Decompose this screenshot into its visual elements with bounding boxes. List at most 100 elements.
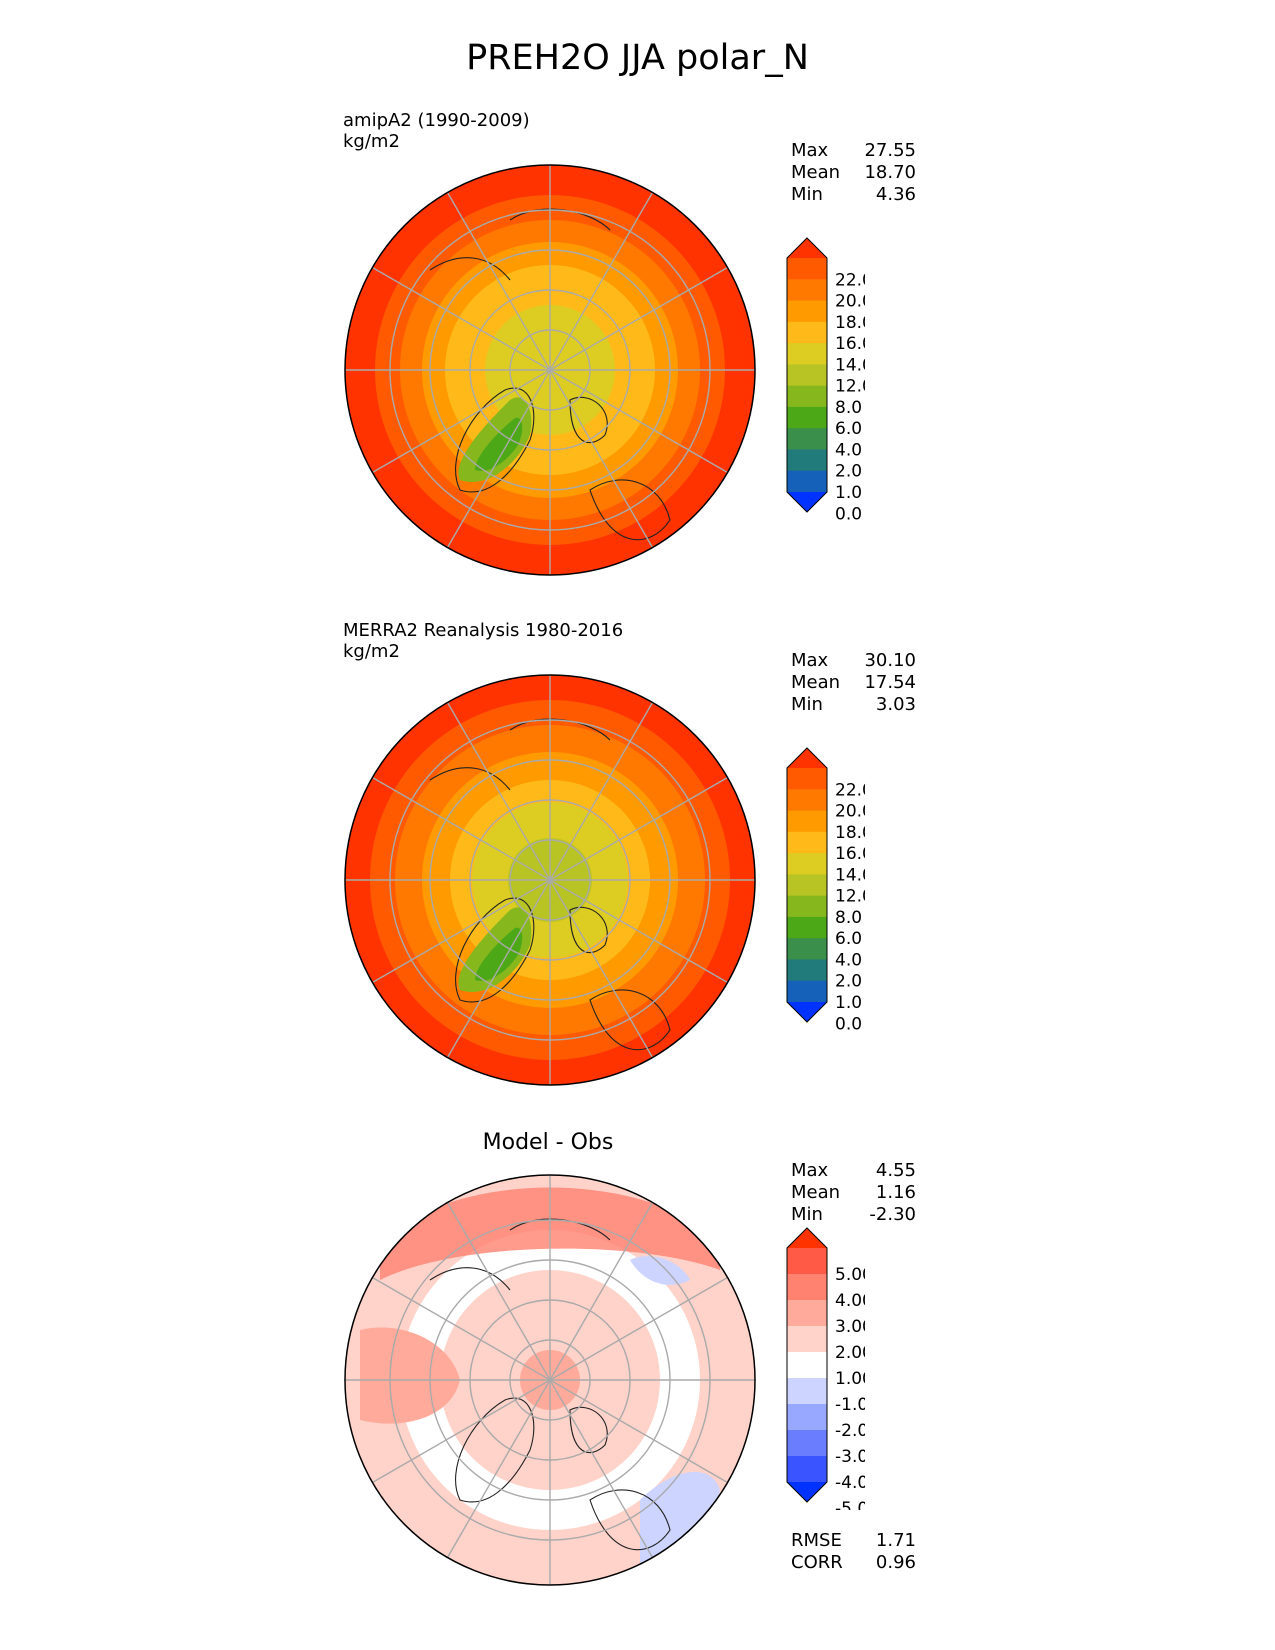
colorbar-cell [787,874,827,897]
longitude-line [446,192,551,371]
colorbar-obs: 22.020.018.016.014.012.08.06.04.02.01.00… [786,747,865,1030]
colorbar-tick-label: 8.0 [835,908,862,928]
colorbar-cell [787,895,827,918]
colorbar-cell [787,789,827,812]
longitude-line [372,776,551,881]
field-contour [475,417,523,471]
longitude-line [446,1379,551,1558]
colorbar-tick-label: 12.0 [835,377,865,397]
colorbar-cell [787,831,827,854]
colorbar-cell [787,1456,827,1483]
corr-label: CORR [791,1552,843,1573]
corr-value: 0.96 [875,1552,916,1573]
colorbar-cell [787,1300,827,1327]
stat-mean-label: Mean [791,1182,841,1203]
stat-min-label: Min [791,1204,823,1225]
stat-min-label: Min [791,694,823,715]
colorbar-cell [787,768,827,790]
colorbar-cell [787,1352,827,1379]
rmse-label: RMSE [791,1530,842,1551]
longitude-line [446,879,551,1058]
colorbar-cell [787,279,827,302]
colorbar-tick-label: 22.0 [835,780,865,800]
longitude-line [549,1379,654,1558]
coastline [589,1489,671,1551]
field-contour [360,1327,460,1424]
stat-max-label: Max [791,650,829,671]
colorbar-tick-label: 4.0 [835,440,862,460]
colorbar-tick-label: 12.0 [835,887,865,907]
stat-max-label: Max [791,140,829,161]
colorbar-tick-label: 6.0 [835,929,862,949]
longitude-line [446,1202,551,1381]
stat-max: 4.55 [875,1160,916,1181]
colorbar-outline [786,1227,828,1503]
colorbar-tick-label: 2.00 [835,1343,865,1363]
colorbar-tick-label: 2.0 [835,462,862,482]
figure-title: PREH2O JJA polar_N [466,38,809,78]
longitude-line [446,369,551,548]
colorbar-cell [787,1248,827,1275]
panel-diff-title: Model - Obs [482,1130,614,1155]
colorbar-tick-label: 2.0 [835,972,862,992]
colorbar-cell [787,406,827,429]
colorbar-tick-label: -1.00 [835,1395,865,1415]
colorbar-cell [787,1430,827,1457]
colorbar-cell [787,321,827,344]
colorbar-tick-label: 20.0 [835,292,865,312]
panel-obs-units: kg/m2 [343,641,400,662]
colorbar-cell [787,938,827,960]
coastline [429,1267,511,1291]
longitude-line [549,192,654,371]
stat-mean: 17.54 [864,672,916,693]
colorbar-tick-label: 1.0 [835,483,862,503]
coastline [569,1406,608,1454]
coastline [429,257,511,281]
stat-max-label: Max [791,1160,829,1181]
colorbar-outline [786,237,828,513]
colorbar-cell [787,853,827,875]
stat-mean: 18.70 [864,162,916,183]
colorbar-cell [787,300,827,323]
colorbar-cell [787,428,827,450]
colorbar-tick-label: 14.0 [835,355,865,375]
coastline [429,767,511,791]
polar-map-obs [344,674,756,1086]
longitude-line [549,879,654,1058]
stat-max: 27.55 [864,140,916,161]
panel-obs-subtitle: MERRA2 Reanalysis 1980-2016 kg/m2 [343,620,623,662]
colorbar-tick-label: 22.0 [835,270,865,290]
colorbar-cell [787,364,827,387]
longitude-line [549,776,728,881]
longitude-line [372,879,551,984]
colorbar-extend-bottom [787,492,827,512]
longitude-line [549,369,728,474]
stat-min: -2.30 [869,1204,916,1225]
colorbar-tick-label: 8.0 [835,398,862,418]
stat-mean: 1.16 [875,1182,916,1203]
colorbar-extend-bottom [787,1002,827,1022]
colorbar-cell [787,385,827,408]
coastline [589,989,671,1051]
colorbar-cell [787,1274,827,1301]
panel-diff: Model - Obs Max 4.55 Mean 1.16 Min -2.30 5.… [0,1130,1275,1620]
map-boundary [344,1174,756,1586]
panel-model-stats: Max 27.55 Mean 18.70 Min 4.36 [791,140,916,206]
metrics: RMSE 1.71 CORR 0.96 [791,1530,916,1574]
colorbar-extend-top [787,1228,827,1248]
longitude-line [549,1379,728,1484]
colorbar-diff: 5.00 4.00 3.00 2.00 1.00 -1.00 -2.00 -3.00 -4.00… [786,1227,865,1510]
panel-model-name: amipA2 (1990-2009) [343,110,530,131]
colorbar-cell [787,980,827,1003]
panel-diff-stats: Max 4.55 Mean 1.16 Min -2.30 [791,1160,916,1226]
colorbar-tick-label: -3.00 [835,1447,865,1467]
stat-mean-label: Mean [791,672,841,693]
panel-obs: MERRA2 Reanalysis 1980-2016 kg/m2 Max 30.… [0,620,1275,1110]
panel-obs-name: MERRA2 Reanalysis 1980-2016 [343,620,624,641]
longitude-line [549,266,728,371]
colorbar-cell [787,810,827,833]
coastline [569,906,608,954]
longitude-line [549,879,728,984]
polar-map-model [344,164,756,576]
colorbar-tick-label: 5.00 [835,1265,865,1285]
